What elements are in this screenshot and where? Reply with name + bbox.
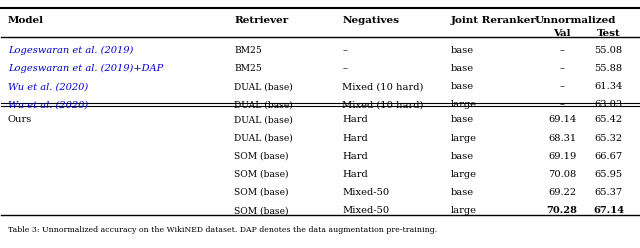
Text: large: large <box>451 134 477 143</box>
Text: large: large <box>451 100 477 109</box>
Text: large: large <box>451 206 477 215</box>
Text: –: – <box>559 82 564 91</box>
Text: –: – <box>342 46 348 55</box>
Text: base: base <box>451 82 474 91</box>
Text: Mixed (10 hard): Mixed (10 hard) <box>342 100 424 109</box>
Text: –: – <box>559 46 564 55</box>
Text: Negatives: Negatives <box>342 16 399 25</box>
Text: 55.88: 55.88 <box>595 64 623 73</box>
Text: Mixed-50: Mixed-50 <box>342 206 389 215</box>
Text: Hard: Hard <box>342 152 368 161</box>
Text: 65.32: 65.32 <box>595 134 623 143</box>
Text: base: base <box>451 46 474 55</box>
Text: SOM (base): SOM (base) <box>234 188 289 197</box>
Text: Test: Test <box>596 29 621 38</box>
Text: DUAL (base): DUAL (base) <box>234 134 292 143</box>
Text: Mixed (10 hard): Mixed (10 hard) <box>342 82 424 91</box>
Text: Mixed-50: Mixed-50 <box>342 188 389 197</box>
Text: SOM (base): SOM (base) <box>234 170 289 179</box>
Text: –: – <box>342 64 348 73</box>
Text: Logeswaran et al. (2019): Logeswaran et al. (2019) <box>8 46 133 55</box>
Text: base: base <box>451 152 474 161</box>
Text: base: base <box>451 64 474 73</box>
Text: Model: Model <box>8 16 44 25</box>
Text: DUAL (base): DUAL (base) <box>234 82 292 91</box>
Text: SOM (base): SOM (base) <box>234 206 289 215</box>
Text: Hard: Hard <box>342 115 368 124</box>
Text: Table 3: Unnormalized accuracy on the WikiNED dataset. DAP denotes the data augm: Table 3: Unnormalized accuracy on the Wi… <box>8 226 437 234</box>
Text: 69.19: 69.19 <box>548 152 576 161</box>
Text: 55.08: 55.08 <box>595 46 623 55</box>
Text: SOM (base): SOM (base) <box>234 152 289 161</box>
Text: Wu et al. (2020): Wu et al. (2020) <box>8 82 88 91</box>
Text: base: base <box>451 115 474 124</box>
Text: BM25: BM25 <box>234 64 262 73</box>
Text: Joint Reranker: Joint Reranker <box>451 16 536 25</box>
Text: –: – <box>559 64 564 73</box>
Text: DUAL (base): DUAL (base) <box>234 100 292 109</box>
Text: Hard: Hard <box>342 134 368 143</box>
Text: DUAL (base): DUAL (base) <box>234 115 292 124</box>
Text: base: base <box>451 188 474 197</box>
Text: Hard: Hard <box>342 170 368 179</box>
Text: Wu et al. (2020): Wu et al. (2020) <box>8 100 88 109</box>
Text: Ours: Ours <box>8 115 32 124</box>
Text: 61.34: 61.34 <box>595 82 623 91</box>
Text: 67.14: 67.14 <box>593 206 624 215</box>
Text: 69.14: 69.14 <box>548 115 576 124</box>
Text: 66.67: 66.67 <box>595 152 623 161</box>
Text: –: – <box>559 100 564 109</box>
Text: BM25: BM25 <box>234 46 262 55</box>
Text: large: large <box>451 170 477 179</box>
Text: 69.22: 69.22 <box>548 188 576 197</box>
Text: 63.03: 63.03 <box>595 100 623 109</box>
Text: 70.08: 70.08 <box>548 170 576 179</box>
Text: Unnormalized: Unnormalized <box>534 16 616 25</box>
Text: 68.31: 68.31 <box>548 134 576 143</box>
Text: 65.37: 65.37 <box>595 188 623 197</box>
Text: Val: Val <box>554 29 571 38</box>
Text: Retriever: Retriever <box>234 16 288 25</box>
Text: 65.42: 65.42 <box>595 115 623 124</box>
Text: 65.95: 65.95 <box>595 170 623 179</box>
Text: 70.28: 70.28 <box>547 206 578 215</box>
Text: Logeswaran et al. (2019)+DAP: Logeswaran et al. (2019)+DAP <box>8 64 163 73</box>
